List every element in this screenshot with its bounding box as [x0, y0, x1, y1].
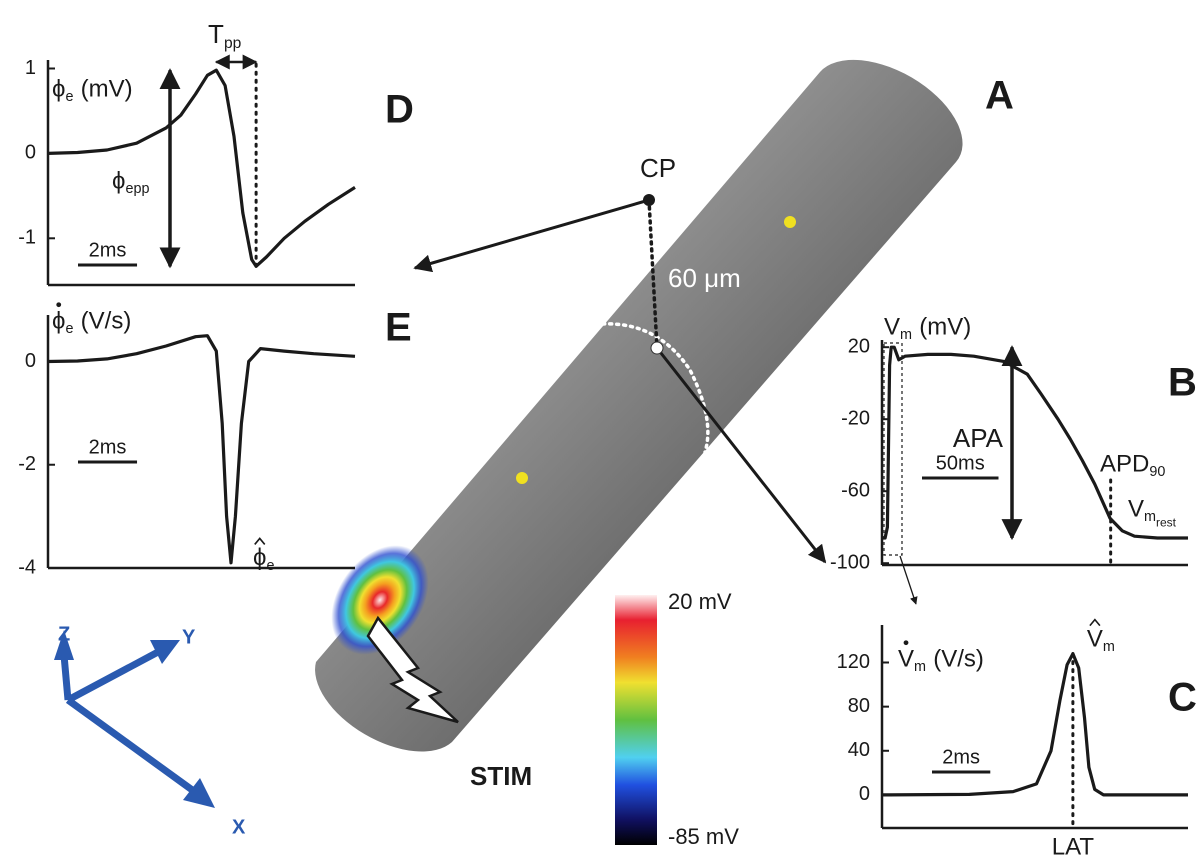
duration-label-sub: 90	[1149, 464, 1165, 480]
y-tick-label: 0	[25, 350, 36, 372]
axis-y: Y	[182, 626, 196, 648]
maximum-label-sub: m	[1103, 639, 1115, 655]
panel-letter: D	[385, 88, 414, 132]
y-tick-label: 0	[859, 783, 870, 805]
rest-label-sub: m	[1144, 509, 1156, 525]
scale-bar-label: 50ms	[936, 452, 985, 474]
y-tick-label: -4	[18, 556, 36, 578]
y-label-sub: m	[900, 327, 912, 343]
panel-letter: E	[385, 306, 412, 350]
y-label-main: V	[884, 313, 900, 340]
scale-bar-label: 2ms	[942, 746, 980, 768]
trace	[47, 334, 356, 565]
accent-dot	[56, 302, 62, 308]
panel-letter: B	[1168, 361, 1196, 405]
axis-x: X	[232, 816, 246, 838]
trace	[881, 652, 1188, 797]
y-label-sub: m	[914, 659, 926, 675]
y-label-main: ϕ	[52, 75, 65, 102]
y-tick-label: 80	[848, 695, 870, 717]
amplitude-label: APA	[953, 423, 1004, 453]
y-label: ϕ e (V/s)	[52, 302, 131, 337]
rest-label-subsub: rest	[1156, 515, 1177, 529]
y-tick-label: 20	[848, 335, 870, 357]
zoom-box	[883, 342, 903, 556]
y-label: ϕ e (mV)	[52, 75, 133, 105]
axis-z: Z	[58, 623, 70, 645]
colorbar-min: -85 mV	[668, 824, 739, 849]
axes-glyph: Z Y X	[54, 623, 246, 838]
cp-label: CP	[640, 153, 676, 183]
panel-letter: C	[1168, 676, 1196, 720]
stim-label: STIM	[470, 761, 532, 791]
y-tick-label: -100	[830, 551, 870, 573]
colorbar: 20 mV -85 mV	[615, 589, 739, 849]
accent-hat	[1089, 618, 1101, 627]
y-tick-label: -1	[18, 227, 36, 249]
interval-label-sub: pp	[224, 35, 242, 52]
y-label-unit: (mV)	[919, 313, 971, 340]
accent-dot	[903, 640, 909, 646]
time-label: LAT	[1052, 833, 1095, 859]
y-label-sub: e	[65, 321, 73, 337]
amplitude-label-main: ϕ	[112, 167, 125, 194]
scale-bar-label: 2ms	[89, 239, 127, 261]
y-tick-label: -20	[841, 407, 870, 429]
interval-label-main: T	[208, 19, 224, 49]
y-tick-label: -60	[841, 479, 870, 501]
y-tick-label: -2	[18, 453, 36, 475]
accent-hat	[254, 537, 266, 545]
y-label-main: V	[898, 645, 914, 672]
y-tick-label: 120	[837, 651, 870, 673]
minimum-label-sub: e	[266, 558, 274, 574]
zoom-arrow	[899, 555, 918, 605]
y-label-main: ϕ	[52, 307, 65, 334]
trace	[47, 68, 356, 268]
minimum-label-main: ϕ	[253, 544, 266, 571]
panel-letter: A	[985, 74, 1014, 118]
maximum-label-main: V	[1087, 625, 1103, 652]
scale-bar-label: 2ms	[89, 436, 127, 458]
amplitude-label: ϕ epp	[112, 167, 149, 197]
y-label-unit: (mV)	[81, 75, 133, 102]
duration-label-main: APD	[1100, 450, 1149, 477]
y-label-sub: e	[65, 89, 73, 105]
y-label-unit: (V/s)	[933, 645, 984, 672]
colorbar-max: 20 mV	[668, 589, 732, 614]
y-tick-label: 40	[848, 739, 870, 761]
rest-label-main: V	[1128, 495, 1144, 522]
distance-label: 60 μm	[668, 263, 741, 293]
cylinder: CP 60 μm A STIM	[315, 59, 1014, 791]
duration-label: APD 90	[1100, 450, 1165, 480]
y-tick-label: 1	[25, 57, 36, 79]
amplitude-label-sub: epp	[125, 181, 149, 197]
y-label-unit: (V/s)	[81, 307, 132, 334]
y-tick-label: 0	[25, 142, 36, 164]
